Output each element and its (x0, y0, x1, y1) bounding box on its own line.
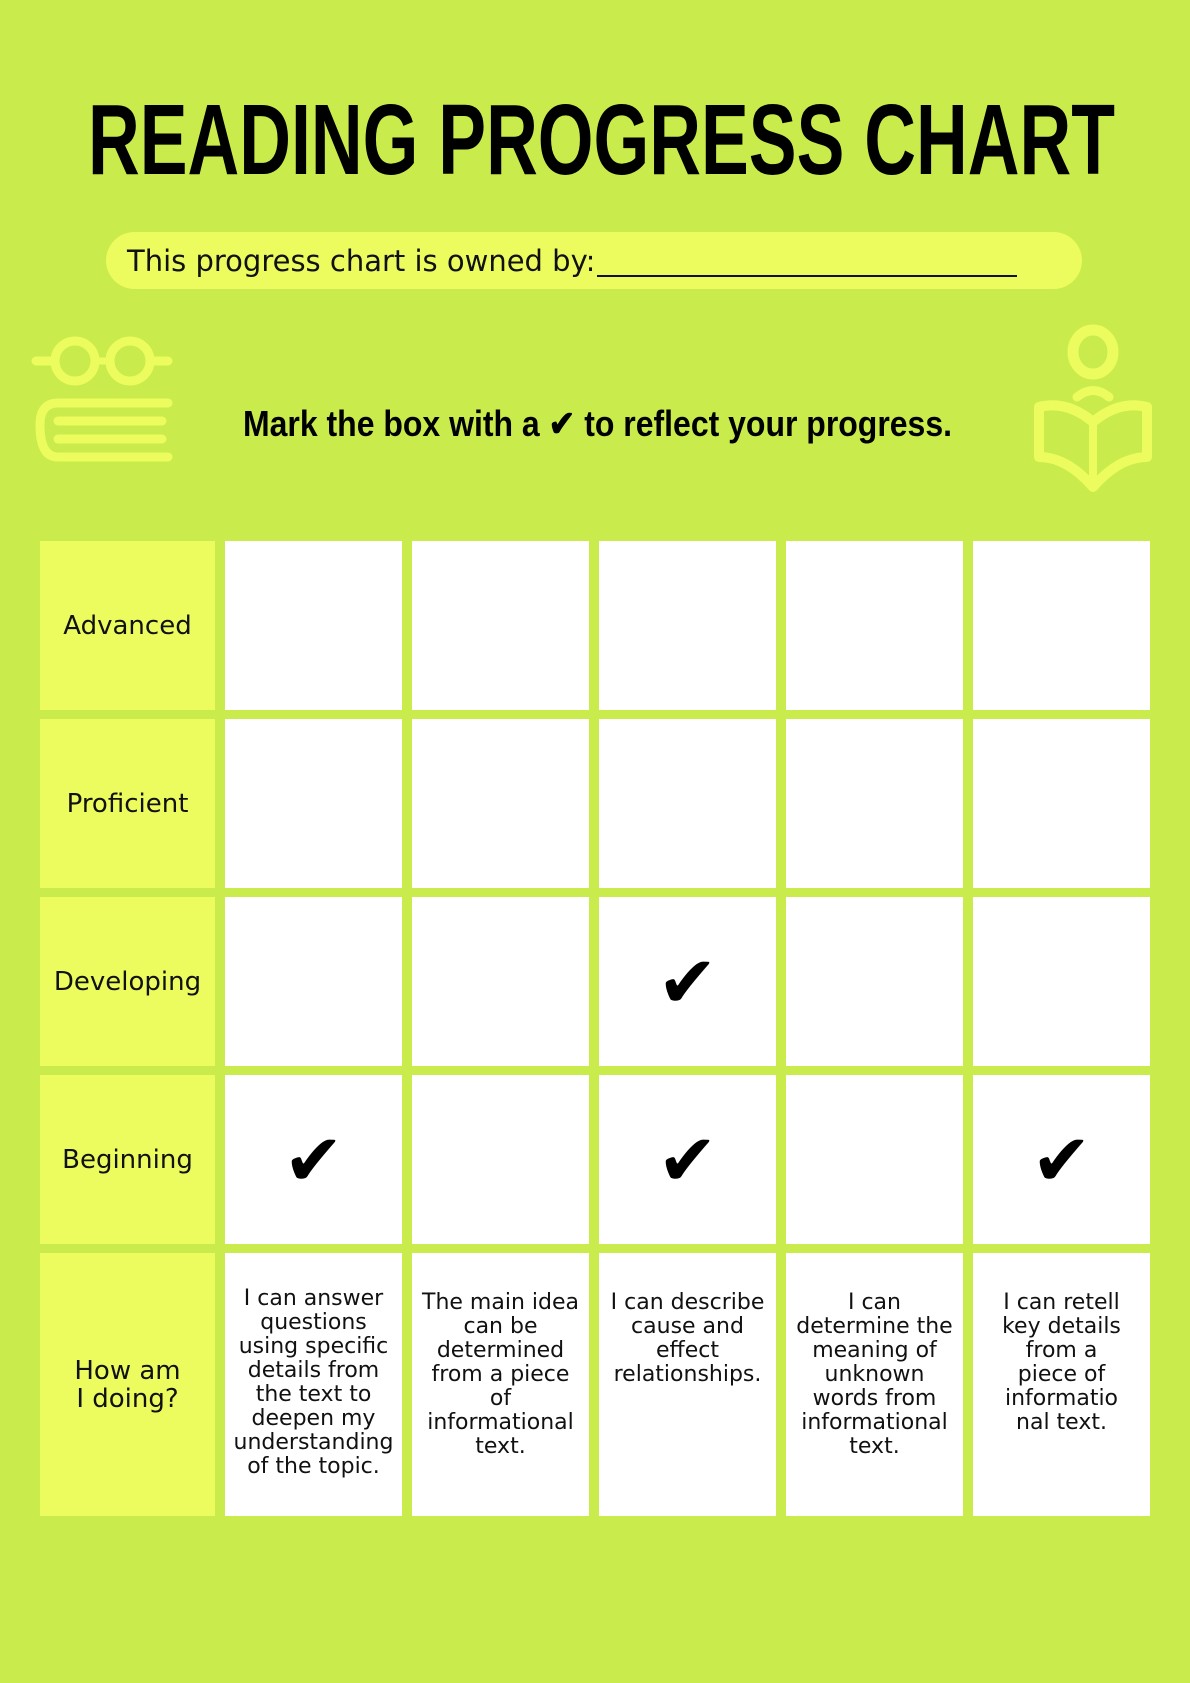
checkbox-cell[interactable] (225, 541, 402, 710)
checkbox-cell[interactable] (412, 1075, 589, 1244)
checkbox-cell[interactable] (973, 719, 1150, 888)
level-label-developing: Developing (40, 897, 215, 1066)
goal-description: I can answer questions using specific de… (225, 1253, 402, 1516)
checkbox-cell[interactable] (973, 541, 1150, 710)
checkbox-cell[interactable] (786, 1075, 963, 1244)
level-label-beginning: Beginning (40, 1075, 215, 1244)
owner-blank-line[interactable] (597, 245, 1018, 277)
instructions: Mark the box with a ✔ to reflect your pr… (243, 403, 952, 444)
instructions-wrapper: Mark the box with a ✔ to reflect your pr… (243, 403, 952, 444)
page-title-wrapper: READING PROGRESS CHART (88, 84, 1115, 196)
checkbox-cell[interactable] (786, 897, 963, 1066)
checkbox-cell[interactable] (412, 897, 589, 1066)
checkbox-cell[interactable] (412, 719, 589, 888)
checkbox-cell[interactable] (599, 719, 776, 888)
checkbox-cell-checked[interactable]: ✔ (973, 1075, 1150, 1244)
goal-description: The main idea can be determined from a p… (412, 1253, 589, 1516)
owner-label: This progress chart is owned by: (127, 243, 596, 278)
page-title: READING PROGRESS CHART (88, 84, 1115, 196)
checkbox-cell[interactable] (225, 719, 402, 888)
checkbox-cell-checked[interactable]: ✔ (599, 897, 776, 1066)
checkbox-cell[interactable] (973, 897, 1150, 1066)
checkbox-cell-checked[interactable]: ✔ (225, 1075, 402, 1244)
checkbox-cell-checked[interactable]: ✔ (599, 1075, 776, 1244)
goal-description: I can determine the meaning of unknown w… (786, 1253, 963, 1516)
checkbox-cell[interactable] (599, 541, 776, 710)
checkbox-cell[interactable] (786, 541, 963, 710)
glasses-book-icon (31, 336, 173, 462)
goal-description: I can describe cause and effect relation… (599, 1253, 776, 1516)
progress-grid: Advanced Proficient Developing ✔ Beginni… (40, 541, 1150, 1516)
level-label-proficient: Proficient (40, 719, 215, 888)
row-label-how-am-i-doing: How am I doing? (40, 1253, 215, 1516)
reader-open-book-icon (1034, 324, 1152, 492)
checkbox-cell[interactable] (412, 541, 589, 710)
goal-description: I can retell key details from a piece of… (973, 1253, 1150, 1516)
owner-field[interactable]: This progress chart is owned by: (106, 232, 1082, 289)
level-label-advanced: Advanced (40, 541, 215, 710)
checkbox-cell[interactable] (225, 897, 402, 1066)
checkbox-cell[interactable] (786, 719, 963, 888)
